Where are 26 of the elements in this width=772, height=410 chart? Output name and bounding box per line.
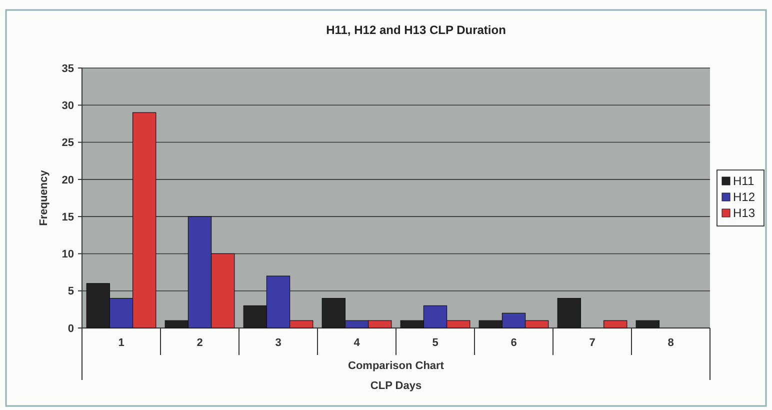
y-tick-label: 15 <box>62 211 74 224</box>
x-tick-label: 3 <box>275 337 282 349</box>
y-tick-label: 5 <box>68 286 74 298</box>
y-tick-label: 35 <box>62 62 74 75</box>
y-tick-label: 20 <box>62 174 74 186</box>
x-tick-label: 5 <box>432 337 438 349</box>
text: Comparison Chart <box>348 360 444 372</box>
x-tick-label: 6 <box>510 337 517 349</box>
bar <box>557 298 582 328</box>
y-tick-label: 30 <box>62 100 74 112</box>
legend-label: H13 <box>733 206 756 220</box>
x-tick-label: 1 <box>118 337 124 349</box>
x-tick-label: 4 <box>354 337 361 349</box>
y-tick-label: 25 <box>62 137 74 150</box>
y-tick-label: 0 <box>68 322 74 335</box>
chart-title: H11, H12 and H13 CLP Duration <box>326 23 506 37</box>
x-tick-label: 2 <box>196 337 203 349</box>
y-tick-label: 10 <box>62 248 74 261</box>
bar <box>603 320 628 328</box>
x-tick-label: 8 <box>668 337 674 349</box>
bar <box>636 320 660 328</box>
x-tick-label: 7 <box>589 337 596 349</box>
legend-label: H12 <box>733 190 756 204</box>
legend-label: H11 <box>733 174 754 188</box>
x-axis-title: CLP Days <box>370 380 422 392</box>
y-axis-title: Frequency <box>38 169 50 226</box>
